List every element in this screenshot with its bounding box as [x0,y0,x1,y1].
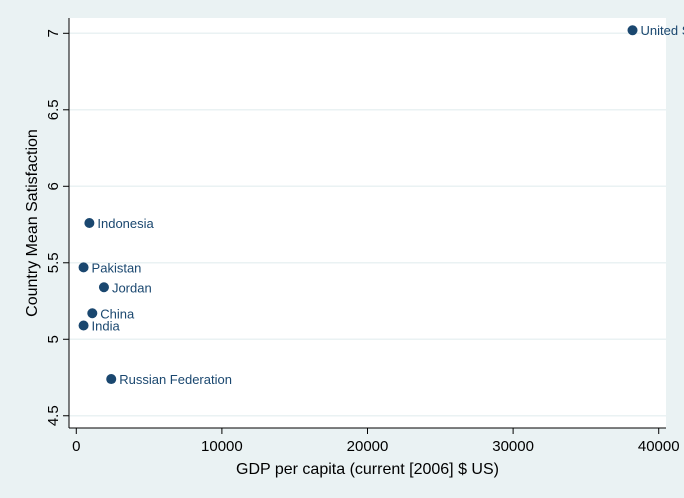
data-point [87,308,98,319]
data-point [627,25,638,36]
x-axis-title: GDP per capita (current [2006] $ US) [236,461,499,478]
y-tick-label: 7 [45,29,62,37]
y-tick-label: 5 [45,335,62,343]
axes: 4.5 5 5.5 6 6.5 7 0 10000 20000 30000 40000 [45,18,680,455]
data-point-label: Indonesia [97,216,154,231]
x-tick-label: 10000 [201,438,243,455]
data-point-label: Russian Federation [119,372,232,387]
x-tick-label: 20000 [347,438,389,455]
gridlines [69,32,666,417]
y-tick-label: 5.5 [45,252,62,273]
x-tick-label: 30000 [492,438,534,455]
data-point [106,374,117,385]
x-tick-label: 0 [72,438,80,455]
y-axis-title: Country Mean Satisfaction [24,129,41,317]
data-point [78,320,89,331]
data-point [84,218,95,228]
x-tick-label: 40000 [638,438,680,455]
data-point [98,282,109,293]
data-point [78,262,89,273]
data-point-label: United States [641,23,684,38]
y-tick-label: 6.5 [45,99,62,120]
data-point-label: Jordan [112,280,152,295]
data-points: United States Indonesia Pakistan Jordan Chin… [78,23,684,387]
data-point-label: Pakistan [92,260,142,275]
plot-area [69,18,666,428]
data-point-label: China [100,306,135,321]
y-tick-label: 6 [45,182,62,190]
data-point-label: India [92,319,121,334]
y-tick-label: 4.5 [45,405,62,426]
